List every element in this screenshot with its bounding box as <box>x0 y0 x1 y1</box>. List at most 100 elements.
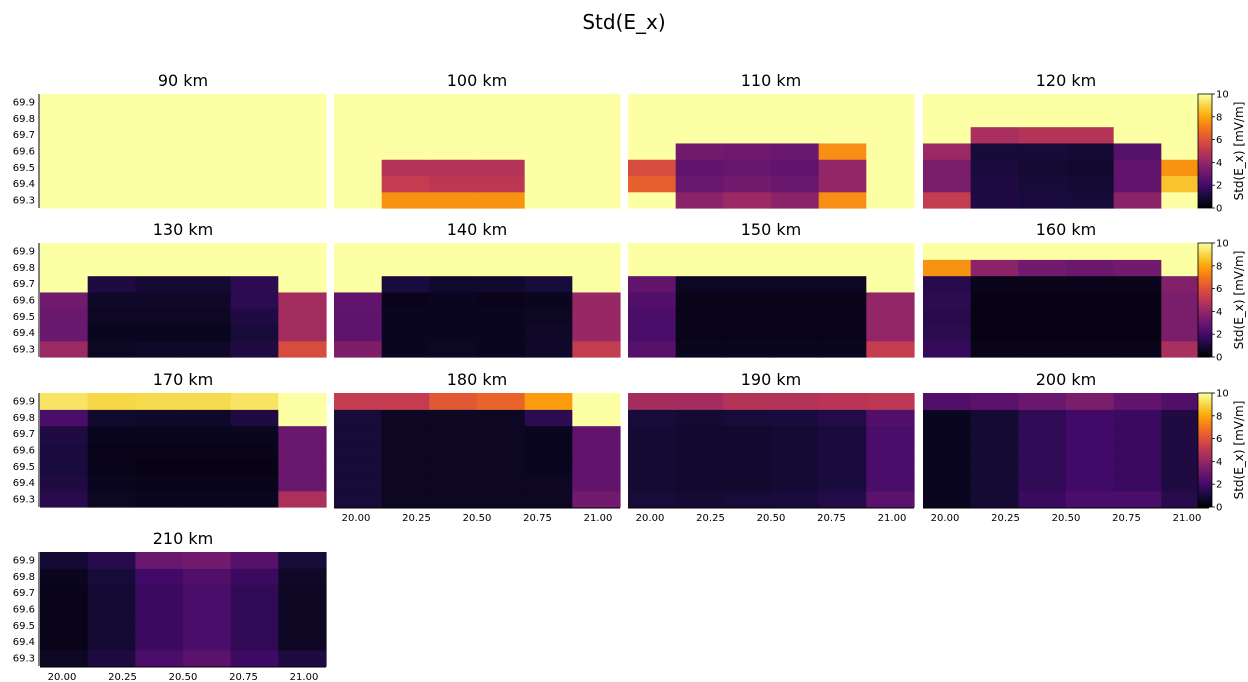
heatmap-cell <box>1018 259 1067 277</box>
heatmap-cell <box>970 441 1019 459</box>
heatmap-cell <box>183 126 232 144</box>
heatmap-cell <box>524 409 573 427</box>
heatmap-cell <box>278 324 327 342</box>
heatmap-cell <box>818 490 867 508</box>
colorbar-label: Std(E_x) [mV/m] <box>1232 102 1246 201</box>
panel-title: 110 km <box>741 71 801 90</box>
heatmap-cell <box>334 393 383 410</box>
panel-title: 90 km <box>158 71 208 90</box>
y-tick-label: 69.6 <box>13 446 35 457</box>
heatmap-cell <box>278 409 327 427</box>
heatmap-cell <box>87 340 136 358</box>
heatmap-cell <box>866 490 915 508</box>
heatmap-cell <box>40 600 89 618</box>
heatmap-cell <box>135 259 184 277</box>
heatmap-cell <box>970 191 1019 209</box>
heatmap-cell <box>381 191 430 209</box>
heatmap-cell <box>1161 142 1210 160</box>
heatmap-cell <box>1113 243 1162 260</box>
heatmap-cell <box>723 142 772 160</box>
heatmap-cell <box>183 617 232 635</box>
heatmap-cell <box>1066 324 1115 342</box>
heatmap-cell <box>429 308 478 326</box>
heatmap-cell <box>135 552 184 569</box>
heatmap-cell <box>334 159 383 177</box>
heatmap-cell <box>866 441 915 459</box>
heatmap-cell <box>1161 191 1210 209</box>
heatmap-cell <box>40 617 89 635</box>
heatmap-cell <box>675 409 724 427</box>
heatmap-cell <box>334 275 383 293</box>
heatmap-cell <box>1113 94 1162 111</box>
heatmap-cell <box>135 142 184 160</box>
heatmap-cell <box>230 458 279 476</box>
heatmap-cell <box>87 425 136 443</box>
heatmap-cell <box>524 441 573 459</box>
heatmap-cell <box>970 126 1019 144</box>
colorbar-tick-label: 0 <box>1216 503 1222 514</box>
heatmap-cell <box>866 126 915 144</box>
heatmap-cell <box>381 340 430 358</box>
colorbar-tick-label: 2 <box>1216 181 1222 192</box>
heatmap-cell <box>40 291 89 309</box>
heatmap-cell <box>477 243 526 260</box>
heatmap-cell <box>524 275 573 293</box>
heatmap-cell <box>524 291 573 309</box>
heatmap-cell <box>334 142 383 160</box>
heatmap-cell <box>230 474 279 492</box>
heatmap-cell <box>628 458 677 476</box>
heatmap-cell <box>524 94 573 111</box>
heatmap-cell <box>135 191 184 209</box>
heatmap-cell <box>723 159 772 177</box>
x-tick-label: 20.00 <box>48 672 77 682</box>
heatmap-cell <box>183 568 232 586</box>
heatmap-cell <box>1161 324 1210 342</box>
heatmap-cell <box>87 393 136 410</box>
heatmap-cell <box>818 425 867 443</box>
heatmap-cell <box>477 175 526 193</box>
heatmap-cell <box>87 649 136 667</box>
heatmap-cell <box>675 340 724 358</box>
heatmap-cell <box>1066 243 1115 260</box>
heatmap-cell <box>1113 191 1162 209</box>
heatmap-cell <box>230 568 279 586</box>
heatmap-cell <box>524 324 573 342</box>
heatmap-cell <box>230 490 279 508</box>
heatmap-cell <box>381 409 430 427</box>
y-tick-label: 69.4 <box>13 478 35 489</box>
heatmap-cell <box>278 552 327 569</box>
heatmap-cell <box>970 308 1019 326</box>
heatmap-cell <box>628 409 677 427</box>
heatmap-cell <box>572 458 621 476</box>
heatmap-cell <box>1066 159 1115 177</box>
heatmap-cell <box>818 275 867 293</box>
heatmap-cell <box>524 490 573 508</box>
heatmap-cell <box>278 441 327 459</box>
figure-title: Std(E_x) <box>582 10 666 34</box>
heatmap-cell <box>40 110 89 128</box>
heatmap-cell <box>1113 275 1162 293</box>
heatmap-cell <box>381 159 430 177</box>
heatmap-cell <box>818 441 867 459</box>
heatmap-cell <box>923 441 972 459</box>
heatmap-cell <box>429 175 478 193</box>
heatmap-cell <box>87 409 136 427</box>
heatmap-cell <box>135 175 184 193</box>
y-tick-label: 69.7 <box>13 130 35 141</box>
heatmap-cell <box>87 568 136 586</box>
heatmap-cell <box>334 175 383 193</box>
heatmap-cell <box>429 159 478 177</box>
heatmap-cell <box>429 142 478 160</box>
heatmap-cell <box>135 393 184 410</box>
heatmap-cell <box>923 243 972 260</box>
heatmap-cell <box>87 110 136 128</box>
heatmap-cell <box>771 94 820 111</box>
heatmap-cell <box>818 474 867 492</box>
heatmap-cell <box>135 110 184 128</box>
heatmap-cell <box>970 425 1019 443</box>
heatmap-cell <box>1161 159 1210 177</box>
heatmap-cell <box>771 490 820 508</box>
heatmap-cell <box>866 275 915 293</box>
heatmap-cell <box>723 324 772 342</box>
